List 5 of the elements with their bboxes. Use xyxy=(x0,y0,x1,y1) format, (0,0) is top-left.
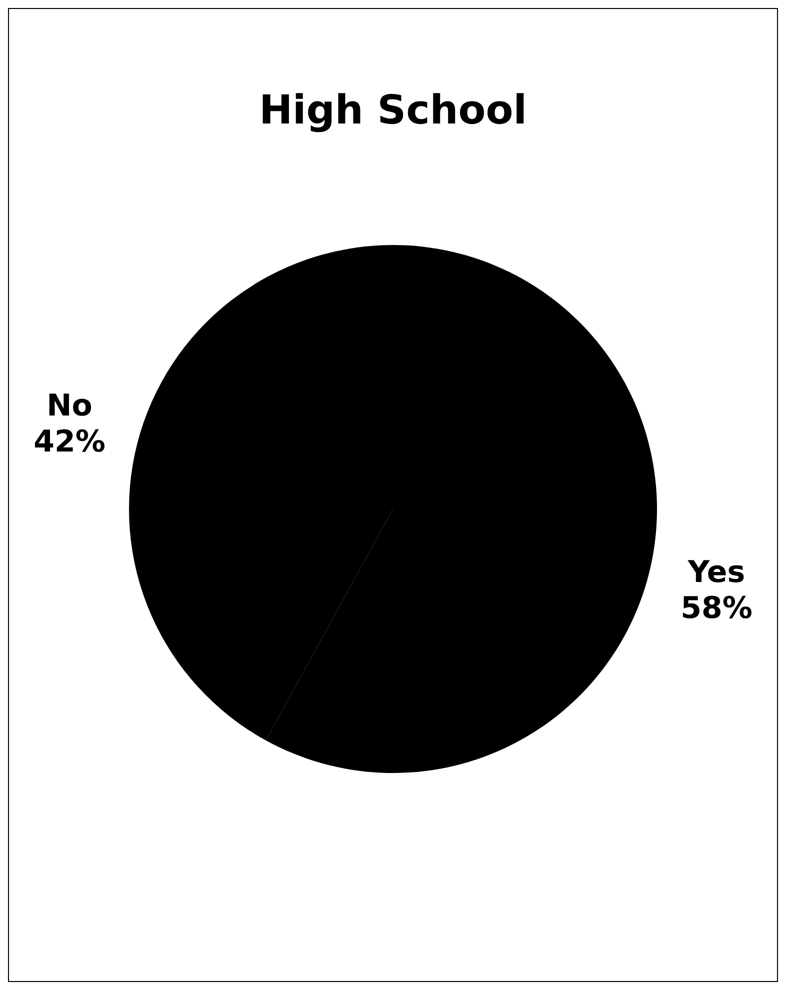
chart-title: High School xyxy=(259,87,527,134)
slice-label: Yes xyxy=(686,554,746,590)
data-label: 58% xyxy=(680,590,752,626)
data-label: 42% xyxy=(34,424,106,460)
slice-label: No xyxy=(46,388,92,424)
